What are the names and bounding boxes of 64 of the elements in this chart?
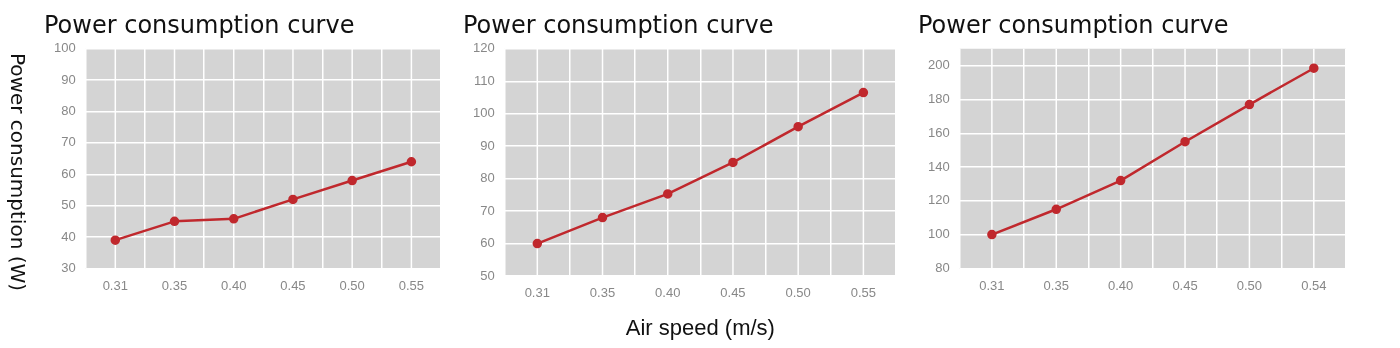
y-tick-label: 200 [927,57,950,73]
y-tick-label: 110 [473,72,495,88]
point [728,157,738,168]
point [347,175,357,186]
point [1244,99,1255,110]
x-tick-label: 0.40 [655,285,681,301]
y-tick-label: 30 [61,259,76,275]
point [793,121,803,132]
point [1115,175,1126,186]
x-tick-label: 0.55 [850,285,877,301]
y-tick-label: 100 [53,40,76,56]
x-axis-title: Air speed (m/s) [625,314,775,340]
x-tick-label: 0.45 [280,277,306,293]
point [597,212,608,223]
point [1051,204,1062,215]
x-tick-label: 0.45 [1172,277,1198,293]
y-tick-label: 120 [472,40,495,56]
y-tick-label: 80 [480,170,495,186]
x-tick-label: 0.40 [221,277,247,293]
y-tick-label: 80 [935,259,950,275]
x-tick-label: 0.31 [524,285,550,301]
x-tick-label: 0.50 [1236,277,1263,293]
x-tick-label: 0.35 [161,277,188,293]
point [1309,63,1319,73]
y-tick-label: 80 [61,103,76,119]
y-tick-label: 160 [927,124,950,140]
y-tick-label: 70 [61,134,76,150]
point [228,214,239,224]
x-tick-label: 0.50 [339,277,365,293]
chart-title: Power consumption curve [918,10,1229,39]
x-tick-label: 0.31 [102,277,128,293]
point [987,229,997,240]
y-tick-label: 70 [480,202,495,218]
x-tick-label: 0.31 [979,277,1005,293]
y-tick-label: 40 [61,228,76,244]
x-tick-label: 0.40 [1108,277,1134,293]
y-tick-label: 100 [472,105,495,121]
point [532,238,543,249]
y-tick-label: 100 [927,226,950,242]
y-tick-label: 180 [927,91,950,107]
point [1180,136,1190,147]
x-tick-label: 0.35 [589,285,616,301]
point [288,194,298,205]
y-tick-label: 140 [927,158,950,174]
y-tick-label: 90 [480,137,495,153]
point [406,156,417,167]
point [110,235,121,245]
x-tick-label: 0.54 [1301,277,1327,293]
point [169,216,180,227]
chart-title: Power consumption curve [463,10,774,39]
x-tick-label: 0.55 [398,277,425,293]
point [662,189,673,199]
chart-title: Power consumption curve [44,10,355,39]
y-tick-label: 120 [927,192,950,208]
y-tick-label: 90 [61,71,76,87]
y-tick-label: 50 [61,197,76,213]
y-tick-label: 60 [480,235,495,251]
y-tick-label: 50 [480,267,495,283]
x-tick-label: 0.35 [1043,277,1069,293]
x-tick-label: 0.45 [720,285,746,301]
y-tick-label: 60 [61,165,76,181]
point [858,87,869,98]
x-tick-label: 0.50 [785,285,811,301]
y-axis-title: Power consumption (W) [5,51,31,294]
